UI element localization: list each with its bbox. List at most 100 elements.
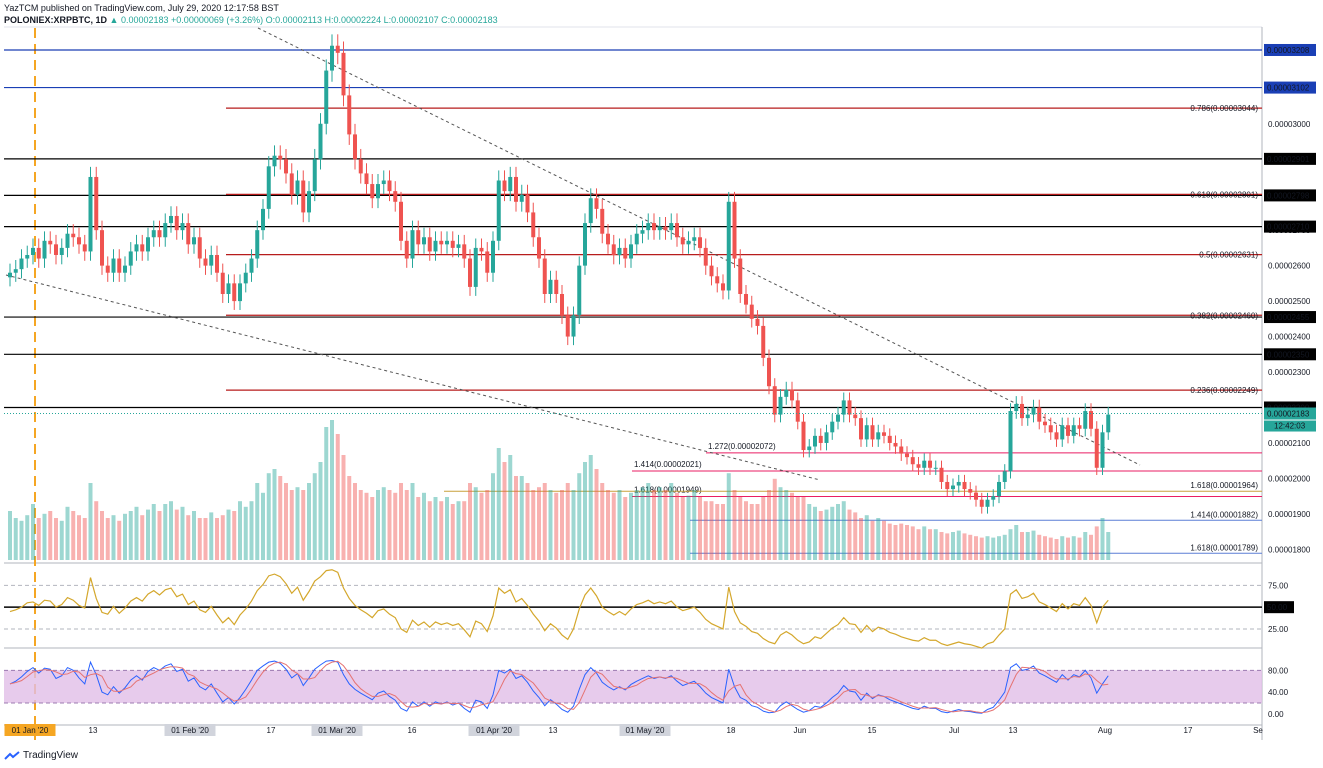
candle-down [1043,421,1047,426]
time-axis-label: 15 [868,726,877,735]
volume-bar [192,511,196,560]
candle-down [289,173,294,195]
candle-down [462,244,467,259]
price-level-box: 0.00002350 [1264,348,1316,361]
volume-bar [393,492,398,560]
candle-up [376,184,380,199]
volume-bar [1025,532,1030,560]
volume-bar [140,515,145,560]
volume-bar [491,473,495,560]
candle-up [128,251,133,266]
volume-bar [537,487,541,560]
candle-up [59,247,64,255]
price-axis-tick: 0.00002600 [1268,262,1311,271]
candle-down [680,237,685,245]
candle-up [151,230,156,238]
candle-up [433,240,438,252]
price-axis-tick: 0.00001800 [1268,545,1311,554]
candle-up [25,254,30,259]
candle-down [416,230,421,245]
volume-bar [169,501,173,560]
time-axis-label-box [4,724,56,736]
candle-down [905,453,909,458]
volume-bar [381,487,386,560]
candle-up [422,237,426,245]
volume-bar [611,492,616,560]
candle-up [238,283,242,302]
stoch-axis-tick: 80.00 [1268,666,1289,675]
volume-bar [916,529,921,560]
volume-bar [1100,518,1105,560]
candle-down [100,230,104,266]
candle-up [8,272,12,278]
candle-down [284,159,288,174]
stoch-d-line [9,660,1109,714]
candle-up [209,254,214,266]
candle-up [249,258,254,273]
candle-down [1020,403,1024,419]
volume-bar [117,520,122,560]
candle-up [1014,403,1019,412]
candle-up [491,240,495,273]
volume-bar [13,518,18,560]
volume-bar [508,455,513,560]
volume-bar [1094,526,1099,560]
candle-up [784,389,789,397]
volume-bar [606,490,610,560]
candle-down [847,400,852,415]
volume-bar [864,515,869,560]
candle-down [928,460,932,468]
time-axis-label: 13 [1009,726,1018,735]
candle-down [341,52,346,96]
candle-up [243,272,248,284]
candle-down [882,432,886,436]
volume-bar [416,497,421,560]
candle-up [508,176,513,192]
candle-down [1054,432,1059,440]
candle-down [1037,407,1042,422]
candle-down [105,265,110,273]
candle-down [749,304,754,319]
symbol-line: POLONIEX:XRPBTC, 1D ▲ 0.00002183 +0.0000… [4,14,498,26]
volume-bar [554,492,559,560]
volume-bar [433,497,438,560]
candle-down [623,247,628,259]
candle-up [330,45,334,71]
price-axis-tick: 0.00002300 [1268,368,1311,377]
candle-down [514,176,518,202]
price-level-label: 0.00002350 [1267,350,1310,359]
time-axis-label-box [311,724,363,736]
candle-up [778,396,783,415]
volume-bar [197,518,202,560]
volume-bar [893,525,898,560]
candle-up [226,283,231,294]
candle-down [945,481,950,490]
volume-bar [899,523,904,560]
volume-bar [479,492,484,560]
candle-down [738,258,743,294]
last-price-box [1264,407,1316,420]
volume-bar [278,476,283,560]
volume-bar [364,492,369,560]
candle-up [496,180,501,241]
candle-down [1094,428,1099,468]
volume-bar [991,537,996,560]
volume-bar [209,512,214,560]
volume-bar [71,511,76,560]
candle-down [703,247,708,266]
volume-bar [669,483,674,560]
volume-bar [1083,532,1088,560]
volume-bar [1054,539,1059,560]
candle-up [1083,411,1088,429]
volume-bar [25,515,30,560]
volume-bar [600,483,605,560]
rsi-line [9,569,1109,649]
time-axis-label: 01 Apr '20 [476,726,512,735]
candle-down [387,180,392,192]
candle-up [318,123,323,160]
price-level-label: 0.00002455 [1267,313,1310,322]
volume-bar [928,529,932,560]
time-axis-label: 17 [1184,726,1193,735]
volume-bar [968,534,973,560]
